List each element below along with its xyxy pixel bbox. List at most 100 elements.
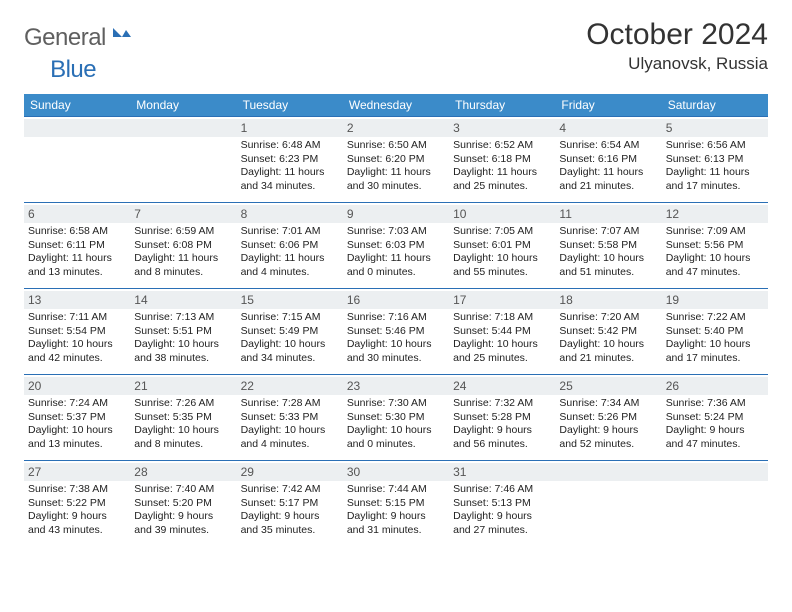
day-details: Sunrise: 7:28 AMSunset: 5:33 PMDaylight:…	[241, 397, 339, 452]
calendar-cell: 9 Sunrise: 7:03 AMSunset: 6:03 PMDaylight…	[343, 203, 449, 289]
calendar-table: SundayMondayTuesdayWednesdayThursdayFrid…	[24, 94, 768, 547]
daylight-line: Daylight: 10 hours and 51 minutes.	[559, 252, 657, 279]
sunrise-line: Sunrise: 7:07 AM	[559, 225, 657, 239]
sunrise-line: Sunrise: 7:32 AM	[453, 397, 551, 411]
calendar-cell: 1Sunrise: 6:48 AMSunset: 6:23 PMDaylight…	[237, 117, 343, 203]
calendar-week-row: 6Sunrise: 6:58 AMSunset: 6:11 PMDaylight…	[24, 203, 768, 289]
calendar-cell: 3 Sunrise: 6:52 AMSunset: 6:18 PMDaylight…	[449, 117, 555, 203]
sunrise-line: Sunrise: 7:38 AM	[28, 483, 126, 497]
day-details: Sunrise: 7:46 AMSunset: 5:13 PMDaylight:…	[453, 483, 551, 538]
day-details: Sunrise: 7:30 AMSunset: 5:30 PMDaylight:…	[347, 397, 445, 452]
day-number: 22	[237, 377, 343, 395]
daylight-line: Daylight: 10 hours and 42 minutes.	[28, 338, 126, 365]
empty-day-header	[555, 463, 661, 481]
calendar-cell: 7Sunrise: 6:59 AMSunset: 6:08 PMDaylight…	[130, 203, 236, 289]
day-number: 23	[343, 377, 449, 395]
calendar-cell: 27 Sunrise: 7:38 AMSunset: 5:22 PMDayligh…	[24, 461, 130, 547]
daylight-line: Daylight: 11 hours and 4 minutes.	[241, 252, 339, 279]
sunrise-line: Sunrise: 6:56 AM	[666, 139, 764, 153]
calendar-cell: 23 Sunrise: 7:30 AMSunset: 5:30 PMDayligh…	[343, 375, 449, 461]
day-number: 15	[237, 291, 343, 309]
day-details: Sunrise: 7:36 AMSunset: 5:24 PMDaylight:…	[666, 397, 764, 452]
daylight-line: Daylight: 10 hours and 38 minutes.	[134, 338, 232, 365]
calendar-cell	[24, 117, 130, 203]
calendar-cell: 26Sunrise: 7:36 AMSunset: 5:24 PMDayligh…	[662, 375, 768, 461]
sunset-line: Sunset: 5:13 PM	[453, 497, 551, 511]
day-number: 1	[237, 119, 343, 137]
daylight-line: Daylight: 11 hours and 21 minutes.	[559, 166, 657, 193]
sunset-line: Sunset: 5:33 PM	[241, 411, 339, 425]
sunrise-line: Sunrise: 7:42 AM	[241, 483, 339, 497]
day-number: 17	[449, 291, 555, 309]
weekday-monday: Monday	[130, 94, 236, 117]
day-details: Sunrise: 7:26 AMSunset: 5:35 PMDaylight:…	[134, 397, 232, 452]
day-details: Sunrise: 7:03 AMSunset: 6:03 PMDaylight:…	[347, 225, 445, 280]
daylight-line: Daylight: 10 hours and 47 minutes.	[666, 252, 764, 279]
sunrise-line: Sunrise: 6:54 AM	[559, 139, 657, 153]
day-number: 8	[237, 205, 343, 223]
sunset-line: Sunset: 6:18 PM	[453, 153, 551, 167]
daylight-line: Daylight: 9 hours and 43 minutes.	[28, 510, 126, 537]
day-number: 2	[343, 119, 449, 137]
day-details: Sunrise: 6:58 AMSunset: 6:11 PMDaylight:…	[28, 225, 126, 280]
calendar-cell: 18Sunrise: 7:20 AMSunset: 5:42 PMDayligh…	[555, 289, 661, 375]
daylight-line: Daylight: 11 hours and 17 minutes.	[666, 166, 764, 193]
calendar-cell: 19Sunrise: 7:22 AMSunset: 5:40 PMDayligh…	[662, 289, 768, 375]
sunset-line: Sunset: 5:42 PM	[559, 325, 657, 339]
sunrise-line: Sunrise: 7:36 AM	[666, 397, 764, 411]
day-number: 11	[555, 205, 661, 223]
sunrise-line: Sunrise: 7:22 AM	[666, 311, 764, 325]
sunset-line: Sunset: 5:46 PM	[347, 325, 445, 339]
calendar-week-row: 20Sunrise: 7:24 AMSunset: 5:37 PMDayligh…	[24, 375, 768, 461]
daylight-line: Daylight: 9 hours and 47 minutes.	[666, 424, 764, 451]
sunset-line: Sunset: 6:16 PM	[559, 153, 657, 167]
daylight-line: Daylight: 10 hours and 17 minutes.	[666, 338, 764, 365]
sunset-line: Sunset: 6:08 PM	[134, 239, 232, 253]
weekday-saturday: Saturday	[662, 94, 768, 117]
calendar-cell: 13 Sunrise: 7:11 AMSunset: 5:54 PMDayligh…	[24, 289, 130, 375]
calendar-cell: 29 Sunrise: 7:42 AMSunset: 5:17 PMDayligh…	[237, 461, 343, 547]
sunrise-line: Sunrise: 6:52 AM	[453, 139, 551, 153]
day-details: Sunrise: 6:50 AMSunset: 6:20 PMDaylight:…	[347, 139, 445, 194]
daylight-line: Daylight: 10 hours and 13 minutes.	[28, 424, 126, 451]
day-details: Sunrise: 7:09 AMSunset: 5:56 PMDaylight:…	[666, 225, 764, 280]
sunset-line: Sunset: 5:17 PM	[241, 497, 339, 511]
sunrise-line: Sunrise: 7:28 AM	[241, 397, 339, 411]
calendar-cell: 20Sunrise: 7:24 AMSunset: 5:37 PMDayligh…	[24, 375, 130, 461]
day-number: 18	[555, 291, 661, 309]
day-number: 27	[24, 463, 130, 481]
sunrise-line: Sunrise: 7:01 AM	[241, 225, 339, 239]
sunset-line: Sunset: 5:49 PM	[241, 325, 339, 339]
day-details: Sunrise: 7:15 AMSunset: 5:49 PMDaylight:…	[241, 311, 339, 366]
calendar-cell: 25Sunrise: 7:34 AMSunset: 5:26 PMDayligh…	[555, 375, 661, 461]
day-number: 3	[449, 119, 555, 137]
sunset-line: Sunset: 5:51 PM	[134, 325, 232, 339]
sunset-line: Sunset: 6:01 PM	[453, 239, 551, 253]
calendar-cell: 6Sunrise: 6:58 AMSunset: 6:11 PMDaylight…	[24, 203, 130, 289]
daylight-line: Daylight: 11 hours and 0 minutes.	[347, 252, 445, 279]
calendar-week-row: 1Sunrise: 6:48 AMSunset: 6:23 PMDaylight…	[24, 117, 768, 203]
sunrise-line: Sunrise: 7:44 AM	[347, 483, 445, 497]
daylight-line: Daylight: 11 hours and 34 minutes.	[241, 166, 339, 193]
day-number: 13	[24, 291, 130, 309]
day-number: 9	[343, 205, 449, 223]
sunrise-line: Sunrise: 7:09 AM	[666, 225, 764, 239]
calendar-cell: 10Sunrise: 7:05 AMSunset: 6:01 PMDayligh…	[449, 203, 555, 289]
calendar-cell: 12Sunrise: 7:09 AMSunset: 5:56 PMDayligh…	[662, 203, 768, 289]
sunrise-line: Sunrise: 6:48 AM	[241, 139, 339, 153]
sunrise-line: Sunrise: 7:11 AM	[28, 311, 126, 325]
sunrise-line: Sunrise: 7:40 AM	[134, 483, 232, 497]
weekday-friday: Friday	[555, 94, 661, 117]
day-details: Sunrise: 7:13 AMSunset: 5:51 PMDaylight:…	[134, 311, 232, 366]
sunset-line: Sunset: 5:24 PM	[666, 411, 764, 425]
day-details: Sunrise: 7:16 AMSunset: 5:46 PMDaylight:…	[347, 311, 445, 366]
daylight-line: Daylight: 11 hours and 25 minutes.	[453, 166, 551, 193]
calendar-cell: 22 Sunrise: 7:28 AMSunset: 5:33 PMDayligh…	[237, 375, 343, 461]
day-details: Sunrise: 7:34 AMSunset: 5:26 PMDaylight:…	[559, 397, 657, 452]
day-details: Sunrise: 7:11 AMSunset: 5:54 PMDaylight:…	[28, 311, 126, 366]
day-number: 29	[237, 463, 343, 481]
day-details: Sunrise: 7:01 AMSunset: 6:06 PMDaylight:…	[241, 225, 339, 280]
empty-day-header	[130, 119, 236, 137]
sunset-line: Sunset: 5:22 PM	[28, 497, 126, 511]
day-details: Sunrise: 7:42 AMSunset: 5:17 PMDaylight:…	[241, 483, 339, 538]
